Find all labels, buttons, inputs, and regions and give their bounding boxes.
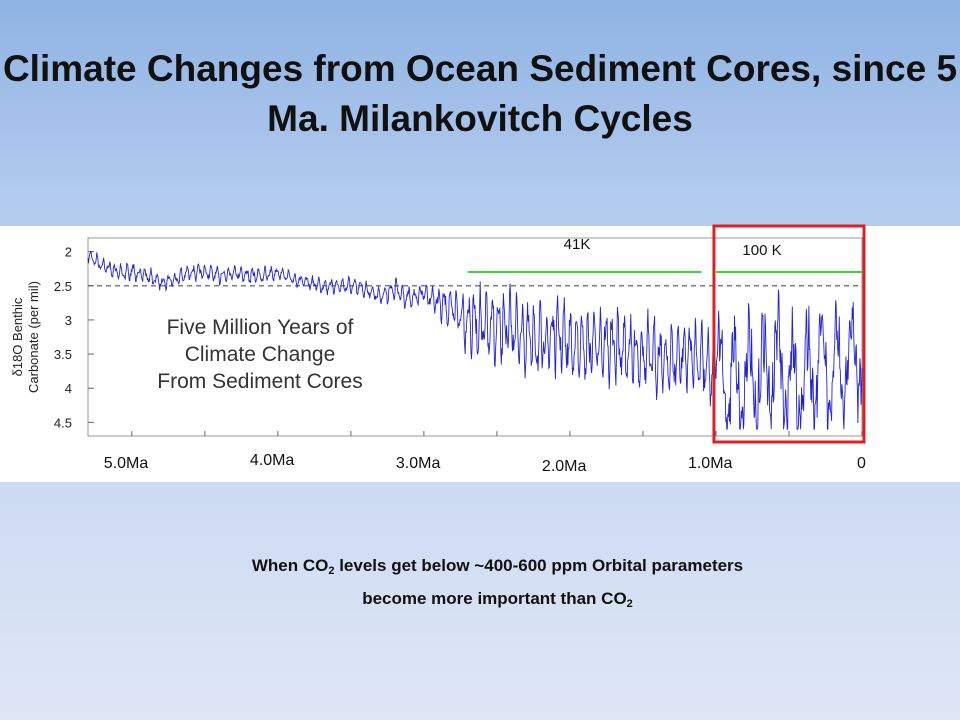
y-axis-label-line-0: δ18O Benthic xyxy=(10,297,25,376)
series-line-d18o xyxy=(87,250,863,430)
chart-panel xyxy=(0,226,960,482)
y-tick-label-5: 4.5 xyxy=(54,415,72,430)
y-axis-label-line-1: Carbonate (per mil) xyxy=(26,281,41,393)
note-line1-a: When CO xyxy=(251,556,329,575)
plot-title-line-1: Climate Change xyxy=(185,343,336,366)
y-tick-label-2: 3 xyxy=(65,313,72,328)
x-tick-label-1: 4.0Ma xyxy=(249,452,295,469)
x-tick-label-4: 1.0Ma xyxy=(687,455,733,472)
highlight-box xyxy=(712,224,866,444)
note-line2-sub: 2 xyxy=(626,598,633,610)
y-tick-label-3: 3.5 xyxy=(54,347,72,362)
chart-axes: 2 2.5 3 3.5 4 4.5 δ18O BenthicCarbonate (per m… xyxy=(10,237,863,437)
x-tick-label-0: 5.0Ma xyxy=(103,455,149,472)
plot-title-line-2: From Sediment Cores xyxy=(157,370,362,393)
note-line2-a: become more important than CO xyxy=(362,589,627,608)
y-axis-label: δ18O BenthicCarbonate (per mil) xyxy=(10,281,41,393)
x-tick-label-3: 2.0Ma xyxy=(541,458,587,475)
note-line1-sub: 2 xyxy=(328,565,335,577)
annotation-layer: 41K 100 K xyxy=(467,224,866,444)
x-tick-label-2: 3.0Ma xyxy=(395,455,441,472)
co2-note: When CO2 levels get below ~400-600 ppm O… xyxy=(0,552,960,618)
slide-title: Climate Changes from Ocean Sediment Core… xyxy=(2,48,958,139)
y-tick-label-1: 2.5 xyxy=(54,279,72,294)
cycle-label-0: 41K xyxy=(564,236,591,253)
plot-title-line-0: Five Million Years of xyxy=(167,316,354,339)
plot-title: Five Million Years of Climate Change From … xyxy=(157,316,362,393)
x-tick-label-5: 0 xyxy=(857,455,866,472)
cycle-label-1: 100 K xyxy=(742,242,781,259)
plot-frame xyxy=(87,237,863,437)
y-tick-label-0: 2 xyxy=(65,245,72,260)
note-line1-b: levels get below ~400-600 ppm Orbital pa… xyxy=(334,556,744,575)
sediment-chart: 2 2.5 3 3.5 4 4.5 δ18O BenthicCarbonate (per m… xyxy=(10,224,866,444)
y-tick-label-4: 4 xyxy=(65,381,72,396)
series-layer xyxy=(87,250,863,430)
